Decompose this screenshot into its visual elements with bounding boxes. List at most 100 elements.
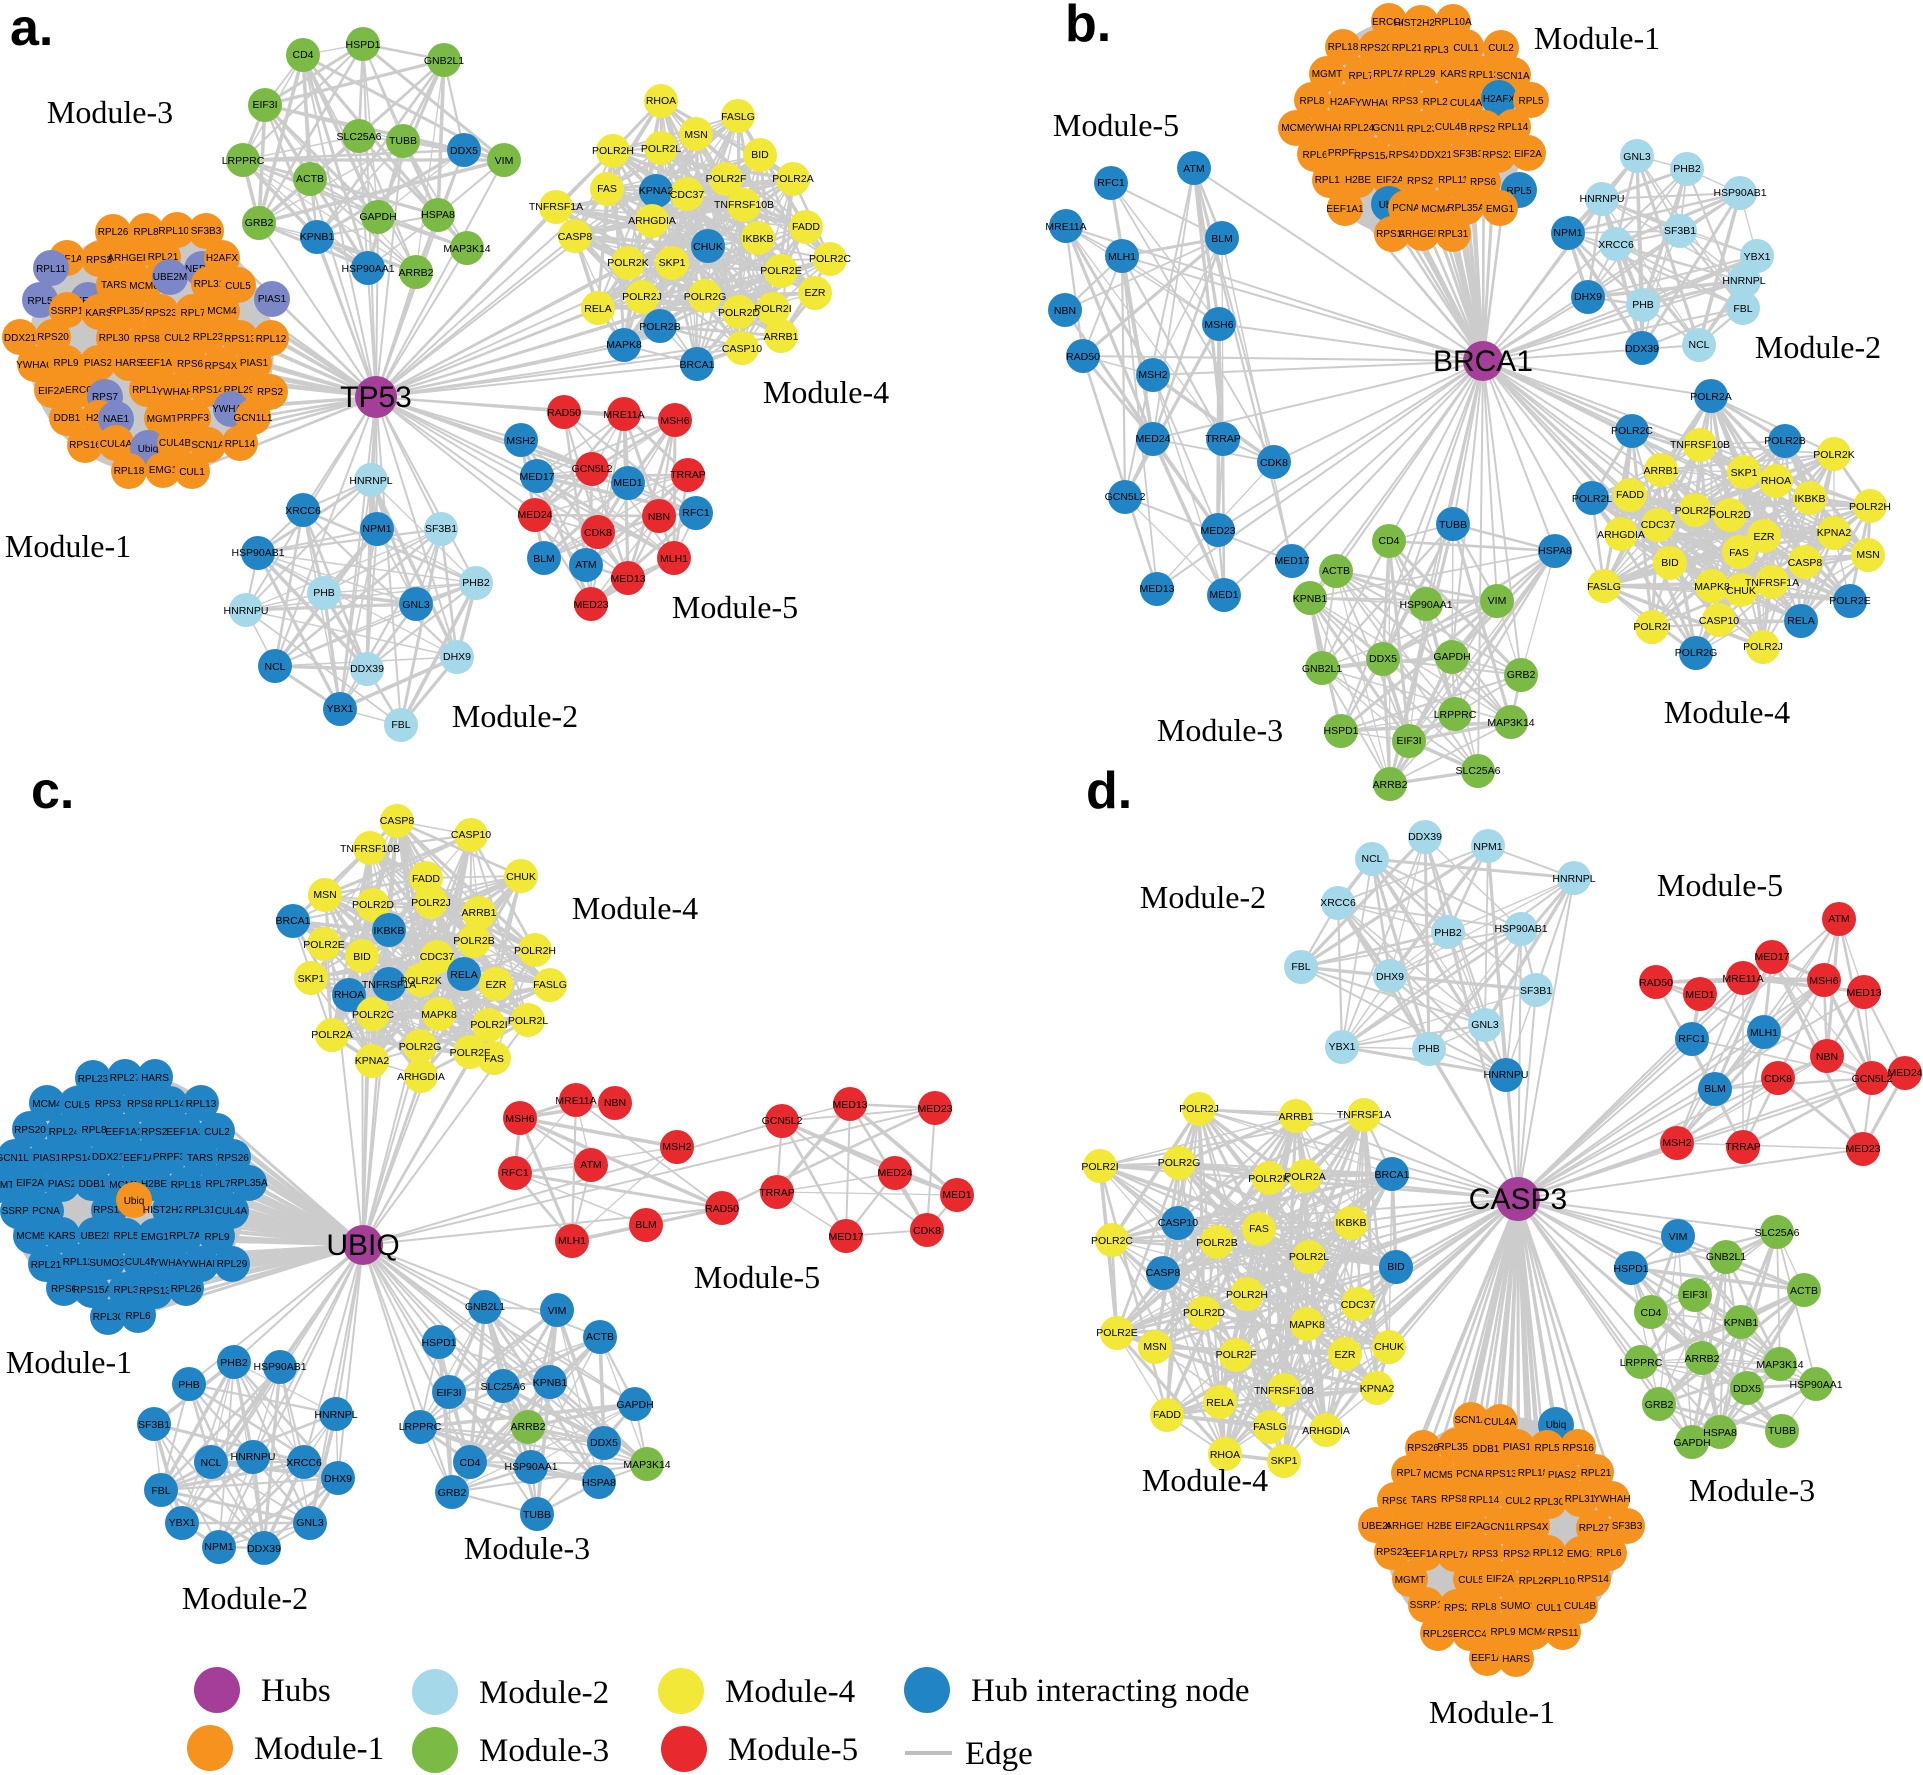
svg-text:UBE2I: UBE2I — [81, 1231, 110, 1242]
svg-text:KPNB1: KPNB1 — [533, 1377, 568, 1389]
svg-text:POLR2L: POLR2L — [1572, 493, 1612, 505]
svg-text:TP53: TP53 — [340, 381, 412, 414]
svg-text:NPM1: NPM1 — [204, 1541, 233, 1553]
svg-text:SF3B1: SF3B1 — [1664, 225, 1696, 237]
svg-text:RAD50: RAD50 — [1639, 977, 1673, 989]
svg-text:BID: BID — [1387, 1261, 1405, 1273]
svg-text:SKP1: SKP1 — [659, 257, 686, 269]
svg-text:POLR2A: POLR2A — [1690, 391, 1731, 403]
svg-text:ARHGEF4: ARHGEF4 — [1398, 229, 1446, 240]
svg-text:RPL35A: RPL35A — [1437, 1442, 1475, 1453]
svg-text:RPS3: RPS3 — [1392, 96, 1419, 107]
svg-text:SCN1A: SCN1A — [191, 440, 225, 451]
svg-text:EIF2A: EIF2A — [16, 1178, 44, 1189]
svg-text:CDC37: CDC37 — [1341, 1299, 1376, 1311]
svg-text:HSP90AA1: HSP90AA1 — [504, 1461, 557, 1473]
svg-text:ARRB2: ARRB2 — [1372, 779, 1407, 791]
svg-text:MED1: MED1 — [1685, 989, 1714, 1001]
svg-text:POLR2E: POLR2E — [303, 939, 344, 951]
svg-text:HSPD1: HSPD1 — [1613, 1263, 1648, 1275]
svg-text:POLR2C: POLR2C — [352, 1009, 394, 1021]
svg-text:Module-2: Module-2 — [452, 698, 578, 734]
svg-text:RPL11: RPL11 — [132, 385, 162, 396]
svg-text:EZR: EZR — [486, 979, 507, 991]
svg-text:TRRAP: TRRAP — [759, 1187, 795, 1199]
svg-text:LRPPRC: LRPPRC — [222, 155, 265, 167]
svg-text:PHB2: PHB2 — [1673, 163, 1701, 175]
svg-text:GCN5L2: GCN5L2 — [762, 1115, 803, 1127]
svg-text:POLR2D: POLR2D — [1709, 509, 1751, 521]
svg-text:RPS26: RPS26 — [217, 1153, 249, 1164]
svg-text:ATM: ATM — [580, 1159, 601, 1171]
svg-text:VIM: VIM — [1488, 595, 1507, 607]
svg-text:EMG1: EMG1 — [141, 1232, 170, 1243]
svg-text:RPS23: RPS23 — [141, 1127, 173, 1138]
svg-text:RPS23: RPS23 — [145, 308, 177, 319]
svg-text:RPL7A: RPL7A — [1439, 1550, 1471, 1561]
svg-text:RFC1: RFC1 — [1678, 1033, 1706, 1045]
svg-text:BRCA1: BRCA1 — [1433, 345, 1533, 378]
svg-text:MCM6: MCM6 — [129, 281, 159, 292]
svg-text:KPNA2: KPNA2 — [355, 1055, 390, 1067]
svg-text:DDX5: DDX5 — [450, 145, 478, 157]
svg-text:XRCC6: XRCC6 — [285, 505, 321, 517]
svg-text:YBX1: YBX1 — [327, 703, 354, 715]
svg-text:UBE2I: UBE2I — [1362, 1521, 1391, 1532]
svg-text:ACTB: ACTB — [586, 1331, 614, 1343]
svg-text:GRB2: GRB2 — [438, 1487, 467, 1499]
svg-text:MED23: MED23 — [1200, 525, 1235, 537]
svg-text:Module-2: Module-2 — [479, 1675, 609, 1711]
svg-text:MED13: MED13 — [1139, 583, 1174, 595]
svg-text:RPS2: RPS2 — [1407, 176, 1434, 187]
svg-text:RPS6: RPS6 — [177, 359, 204, 370]
svg-text:HSPD1: HSPD1 — [421, 1337, 456, 1349]
svg-text:POLR2E: POLR2E — [1829, 595, 1870, 607]
svg-text:NCL: NCL — [200, 1457, 221, 1469]
svg-text:NCL: NCL — [264, 661, 285, 673]
svg-text:RPL10A: RPL10A — [1434, 17, 1472, 28]
svg-text:MSN: MSN — [684, 129, 707, 141]
svg-text:FBL: FBL — [151, 1485, 170, 1497]
svg-text:POLR2C: POLR2C — [809, 253, 851, 265]
svg-text:RPL13: RPL13 — [186, 1099, 217, 1110]
svg-text:TNFRSF10B: TNFRSF10B — [1670, 439, 1730, 451]
svg-text:DDX5: DDX5 — [1733, 1383, 1761, 1395]
svg-text:SSRP1: SSRP1 — [2, 1206, 35, 1217]
svg-text:CDK8: CDK8 — [584, 527, 612, 539]
svg-text:DDX39: DDX39 — [350, 663, 384, 675]
svg-text:YWHAG: YWHAG — [1355, 98, 1393, 109]
svg-text:MAPK8: MAPK8 — [606, 339, 642, 351]
svg-text:RHOA: RHOA — [646, 95, 676, 107]
svg-text:CHUK: CHUK — [506, 871, 536, 883]
svg-text:HARS: HARS — [115, 358, 143, 369]
svg-text:CHUK: CHUK — [1726, 585, 1756, 597]
svg-text:MAP3K14: MAP3K14 — [1756, 1359, 1803, 1371]
svg-text:SF3B3: SF3B3 — [1612, 1521, 1643, 1532]
svg-text:MCM4: MCM4 — [207, 306, 237, 317]
svg-text:PRPF3: PRPF3 — [177, 413, 210, 424]
svg-text:SUMO3: SUMO3 — [1500, 1601, 1536, 1612]
svg-text:TNFRSF1A: TNFRSF1A — [1337, 1109, 1391, 1121]
svg-text:GCN1L1: GCN1L1 — [1373, 123, 1412, 134]
svg-text:CASP10: CASP10 — [722, 343, 762, 355]
svg-text:SSRP1: SSRP1 — [51, 306, 84, 317]
svg-text:RPL6: RPL6 — [1302, 150, 1327, 161]
svg-text:HNRNPL: HNRNPL — [314, 1409, 357, 1421]
svg-text:POLR2J: POLR2J — [622, 291, 662, 303]
svg-text:SLC25A6: SLC25A6 — [1456, 765, 1501, 777]
svg-text:FBL: FBL — [1291, 961, 1310, 973]
svg-text:RPL29: RPL29 — [217, 1259, 248, 1270]
svg-text:RAD50: RAD50 — [547, 407, 581, 419]
svg-text:ARHGDIA: ARHGDIA — [628, 215, 676, 227]
svg-text:IKBKB: IKBKB — [1336, 1217, 1367, 1229]
svg-text:IKBKB: IKBKB — [743, 233, 774, 245]
svg-text:BLM: BLM — [533, 553, 555, 565]
svg-text:MCM4: MCM4 — [32, 1099, 62, 1110]
svg-text:Module-3: Module-3 — [479, 1733, 609, 1769]
svg-text:MSH6: MSH6 — [660, 415, 689, 427]
svg-text:VIM: VIM — [1669, 1231, 1688, 1243]
svg-text:RPL31: RPL31 — [1438, 229, 1469, 240]
svg-text:H2BE: H2BE — [141, 1179, 167, 1190]
svg-text:MED23: MED23 — [573, 599, 608, 611]
svg-text:RPL8: RPL8 — [133, 227, 158, 238]
